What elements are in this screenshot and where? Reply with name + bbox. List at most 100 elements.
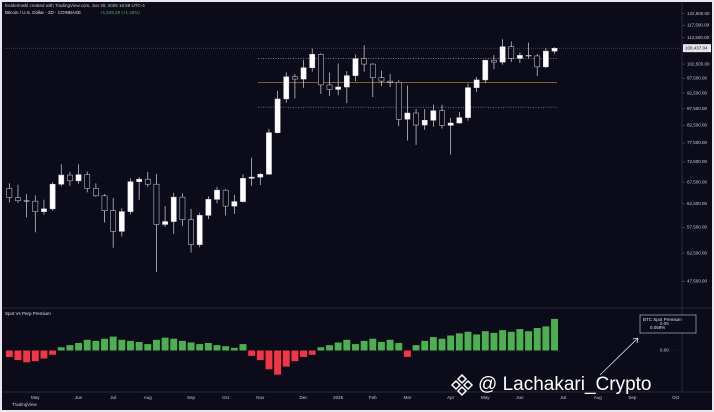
premium-bar	[412, 345, 420, 351]
premium-bar	[239, 344, 247, 351]
premium-bar	[542, 326, 550, 351]
header: lnsiderlowkl created with TradingView.co…	[5, 3, 145, 8]
last-price-tag	[683, 44, 711, 53]
indicator-tick-label: 0.05	[660, 321, 669, 326]
time-tick-label: Aug	[594, 395, 603, 400]
premium-bar	[230, 347, 238, 351]
time-tick-label: Aug	[144, 395, 153, 400]
candle-body	[499, 46, 506, 63]
premium-bar	[75, 343, 83, 351]
candle-body	[41, 208, 47, 212]
candle-body	[240, 178, 246, 202]
price-tick-label: 87,500.00	[687, 106, 708, 111]
candle-body	[170, 196, 177, 222]
candle-body	[318, 54, 324, 86]
premium-bar	[507, 331, 515, 351]
premium-bar	[455, 333, 463, 351]
price-tick-label: 122,500.00	[687, 11, 710, 16]
price-tick-label: 97,500.00	[687, 75, 708, 80]
candle-body	[23, 200, 30, 202]
candle-body	[179, 196, 186, 220]
candle-body	[118, 211, 125, 232]
premium-bar	[516, 329, 524, 351]
time-tick-label: Jun	[75, 395, 83, 400]
price-tick-label: 62,500.00	[687, 201, 708, 206]
price-tick-label: 82,500.00	[687, 123, 708, 128]
candle-body	[465, 87, 471, 118]
time-tick-label: Dec	[300, 395, 309, 400]
time-tick-label: Sep	[187, 395, 196, 400]
candle-body	[543, 50, 549, 68]
indicator-legend-title: BTC Spot Premium	[643, 317, 682, 322]
candle-body	[352, 58, 359, 76]
candle-body	[387, 80, 393, 83]
candle-body	[231, 201, 238, 207]
premium-bar	[178, 340, 186, 351]
candle-body	[482, 59, 489, 81]
price-tick-label: 52,500.00	[687, 250, 708, 255]
candle-body	[404, 112, 411, 120]
premium-bar	[377, 341, 385, 351]
time-tick-label: Oct	[222, 395, 230, 400]
candle-body	[32, 200, 39, 212]
candle-body	[491, 59, 497, 63]
premium-bar	[447, 335, 455, 351]
footer: TradingView	[12, 402, 38, 407]
candle-body	[15, 197, 21, 201]
candle-body	[248, 176, 255, 179]
premium-bar	[282, 350, 290, 367]
premium-bar	[499, 330, 507, 351]
watermark: @ Lachakari_Crypto	[478, 374, 651, 395]
indicator-legend-box	[639, 314, 697, 334]
premium-bar	[196, 344, 204, 351]
premium-bar	[386, 339, 394, 351]
premium-bar	[152, 339, 160, 351]
price-tick-label: 67,500.00	[687, 179, 708, 184]
logo-shape	[450, 373, 474, 397]
premium-bar	[118, 339, 126, 351]
price-tick-label: 102,500.00	[687, 61, 710, 66]
price-tick-label: 112,500.00	[687, 35, 710, 40]
candle-body	[369, 63, 376, 78]
premium-bar	[464, 331, 472, 351]
premium-bar	[395, 343, 403, 351]
premium-bar	[213, 345, 221, 351]
premium-bar	[109, 336, 117, 351]
premium-bar	[551, 318, 558, 351]
premium-bar	[49, 350, 57, 355]
premium-bar	[291, 350, 299, 362]
candle-body	[153, 183, 160, 225]
premium-bar	[83, 339, 91, 351]
time-tick-label: Feb	[369, 395, 377, 400]
candle-body	[430, 110, 437, 121]
candle-body	[6, 188, 13, 198]
premium-bar	[352, 344, 359, 351]
candle-body	[214, 189, 220, 200]
candle-body	[421, 120, 428, 126]
time-tick-label: Sep	[628, 395, 637, 400]
time-tick-label: May	[481, 395, 490, 400]
price-pane: 47,500.00 52,500.00 57,500.00 62,500.00 67,5…	[6, 11, 710, 284]
premium-bar	[40, 350, 48, 359]
candle-body	[378, 77, 385, 82]
premium-bar	[429, 337, 437, 351]
candle-body	[361, 58, 367, 65]
price-tick-label: 92,500.00	[687, 90, 708, 95]
candle-body	[75, 174, 82, 182]
candle-body	[309, 54, 316, 68]
candle-body	[456, 117, 463, 124]
candle-body	[127, 181, 134, 212]
premium-bar	[533, 328, 541, 351]
candle-body	[551, 48, 558, 52]
premium-bar	[170, 338, 178, 351]
premium-bar	[204, 343, 212, 351]
candle-body	[188, 219, 194, 245]
price-tick-label: 77,500.00	[687, 140, 708, 145]
premium-bar	[481, 331, 489, 351]
premium-bar	[334, 342, 342, 351]
candle-body	[162, 221, 168, 225]
time-tick-label: May	[31, 395, 40, 400]
premium-bar	[326, 345, 333, 351]
price-tick-label: 47,500.00	[687, 279, 708, 284]
